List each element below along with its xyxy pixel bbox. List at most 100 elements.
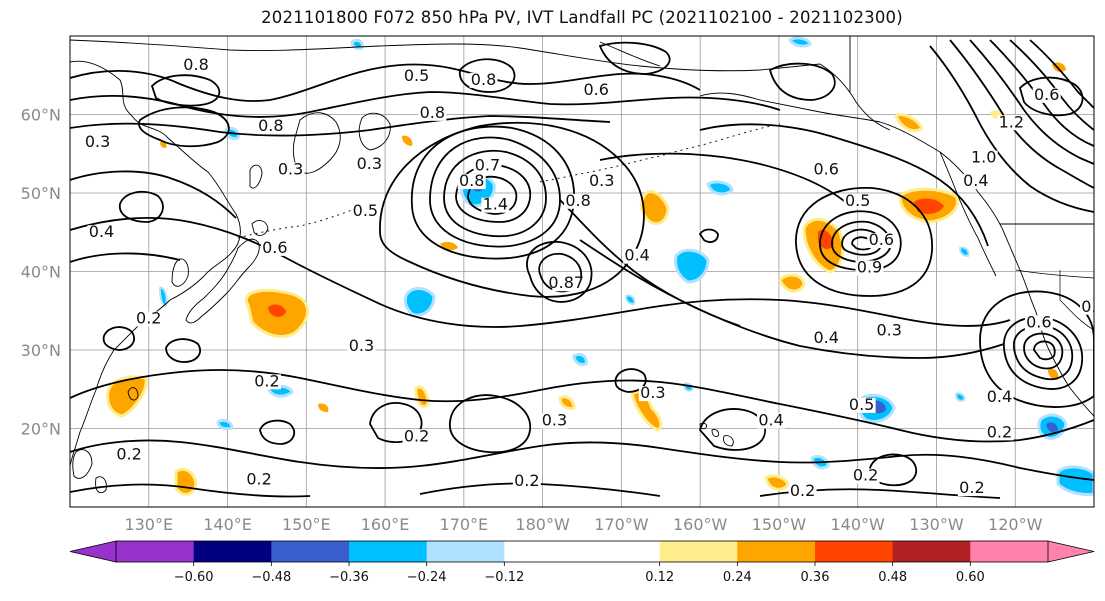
- contour-label-bg: [552, 276, 581, 292]
- longitude-labels: 130°E 140°E 150°E 160°E 170°E 180°W 170°W 160°W…: [124, 515, 1042, 534]
- contour-label-bg: [457, 174, 486, 190]
- latitude-label: 60°N: [21, 106, 61, 125]
- contour-label: 0.6: [262, 238, 287, 257]
- contour-label: 0.4: [963, 171, 988, 190]
- contour-label: 0.8: [459, 171, 484, 190]
- longitude-label: 130°W: [909, 515, 964, 534]
- contour-label: 0.7: [475, 155, 500, 174]
- contour-label: 0.3: [542, 411, 567, 430]
- latitude-labels: 60°N 50°N 40°N 30°N 20°N: [21, 106, 61, 439]
- colorbar-tick-label: 0.24: [723, 570, 752, 585]
- contour-label-bg: [875, 323, 904, 339]
- contour-label-bg: [512, 474, 541, 490]
- colorbar-swatch: [426, 541, 505, 562]
- latitude-label: 40°N: [21, 263, 61, 282]
- contour-label-bg: [997, 115, 1026, 131]
- contour-label: 1.0: [971, 148, 996, 167]
- colorbar-swatch: [504, 541, 583, 562]
- colorbar: −0.60 −0.48 −0.36 −0.24 −0.12 0.12 0.24 0.36 0.4…: [69, 540, 1095, 585]
- colorbar-tick-label: 0.12: [645, 570, 674, 585]
- contour-label: 1.2: [999, 112, 1024, 131]
- positive-anomaly-patch: [639, 190, 670, 225]
- contour-label: 0.5: [845, 191, 870, 210]
- contour-label: 0.2: [116, 444, 141, 463]
- contour-label-bg: [87, 225, 116, 241]
- contour-label: 0.8: [471, 70, 496, 89]
- contour-label-bg: [582, 83, 611, 99]
- positive-anomaly-patch: [318, 403, 329, 412]
- contour-label: 0.8: [420, 103, 445, 122]
- contour-label: 0.6: [1034, 85, 1059, 104]
- negative-anomaly-patch: [954, 392, 966, 402]
- contour-label-bg: [564, 193, 593, 209]
- contour-label: 0.4: [987, 387, 1012, 406]
- contour-label: 1.4: [483, 195, 508, 214]
- contour-label: 0.87: [548, 273, 584, 292]
- positive-anomaly-patch: [764, 474, 790, 491]
- contour-label-bg: [115, 447, 144, 463]
- contour-label: 0.3: [85, 132, 110, 151]
- colorbar-swatch: [970, 541, 1049, 562]
- longitude-label: 170°E: [440, 515, 489, 534]
- negative-anomaly-core: [1046, 422, 1058, 432]
- contour-label-bg: [851, 468, 880, 484]
- contour-label: 0.3: [349, 336, 374, 355]
- longitude-label: 140°E: [203, 515, 252, 534]
- contour-label: 0.3: [640, 383, 665, 402]
- contour-label: 0.2: [404, 426, 429, 445]
- contour-label: 0.5: [849, 395, 874, 414]
- colorbar-swatch: [659, 541, 738, 562]
- contour-label-bg: [260, 240, 289, 256]
- positive-anomaly-patch: [778, 273, 806, 293]
- contour-label: 0.3: [589, 171, 614, 190]
- colorbar-tick-label: −0.36: [329, 570, 369, 585]
- negative-anomaly-patch: [572, 352, 588, 366]
- positive-anomaly-core: [268, 304, 286, 317]
- contour-label: 0.2: [514, 471, 539, 490]
- contour-label-bg: [418, 105, 447, 121]
- colorbar-swatch: [737, 541, 816, 562]
- colorbar-tick-label: 0.48: [878, 570, 907, 585]
- colorbar-tick-label: −0.48: [251, 570, 291, 585]
- longitude-label: 160°E: [361, 515, 410, 534]
- longitude-label: 150°W: [752, 515, 807, 534]
- pv-contours: [70, 39, 1094, 499]
- positive-anomaly-patch: [1048, 368, 1059, 380]
- contour-label-bg: [867, 233, 896, 249]
- colorbar-under-triangle: [69, 540, 117, 563]
- negative-anomaly-patch: [158, 286, 168, 308]
- contour-label-bg: [587, 174, 616, 190]
- longitude-label: 150°E: [282, 515, 331, 534]
- contour-label: 0.4: [758, 411, 783, 430]
- contour-label: 0.4: [89, 222, 114, 241]
- contour-label-bg: [402, 68, 431, 84]
- positive-anomaly-patch: [174, 467, 198, 496]
- contour-label: 0.8: [183, 55, 208, 74]
- contour-label-bg: [473, 158, 502, 174]
- negative-anomaly-patch: [624, 294, 636, 306]
- positive-anomaly-patch: [402, 135, 413, 146]
- contour-label-bg: [957, 481, 986, 497]
- contour-label-bg: [469, 72, 498, 88]
- map-title: 2021101800 F072 850 hPa PV, IVT Landfall…: [261, 8, 903, 27]
- contour-label: 0.3: [876, 320, 901, 339]
- latitude-label: 30°N: [21, 341, 61, 360]
- contour-label: 0.6: [869, 230, 894, 249]
- contour-label-bg: [843, 193, 872, 209]
- contour-label: 0.2: [853, 466, 878, 485]
- colorbar-swatch: [116, 541, 195, 562]
- contour-label-bg: [1024, 315, 1053, 331]
- colorbar-tick-label: −0.12: [484, 570, 524, 585]
- contour-label: 0.6: [583, 80, 608, 99]
- contour-label-bg: [540, 413, 569, 429]
- contour-label-bg: [1080, 299, 1094, 315]
- contour-label-bg: [638, 386, 667, 402]
- negative-anomaly-patch: [1056, 465, 1094, 496]
- contour-label: 0.2: [1081, 297, 1105, 316]
- contour-label: 0.5: [353, 201, 378, 220]
- longitude-label: 140°W: [831, 515, 886, 534]
- contour-label-bg: [134, 311, 163, 327]
- contour-label: 0.2: [246, 469, 271, 488]
- negative-anomaly-patch: [787, 36, 812, 48]
- contour-label: 0.8: [565, 191, 590, 210]
